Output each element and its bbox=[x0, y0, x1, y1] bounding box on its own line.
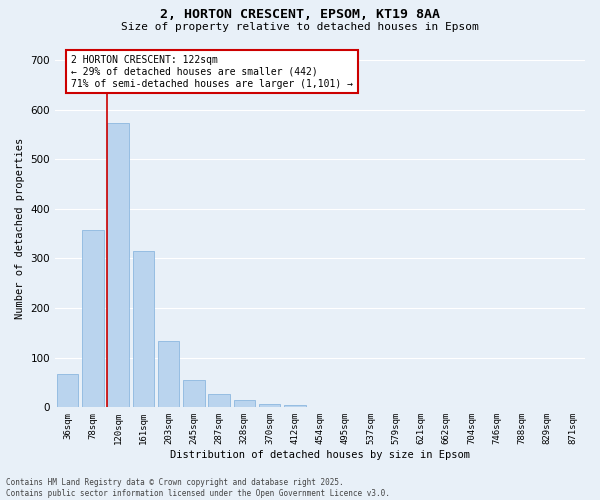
Bar bbox=[259, 404, 280, 407]
Bar bbox=[158, 342, 179, 407]
Text: 2 HORTON CRESCENT: 122sqm
← 29% of detached houses are smaller (442)
71% of semi: 2 HORTON CRESCENT: 122sqm ← 29% of detac… bbox=[71, 56, 353, 88]
Bar bbox=[284, 406, 305, 407]
Text: Size of property relative to detached houses in Epsom: Size of property relative to detached ho… bbox=[121, 22, 479, 32]
Bar bbox=[107, 124, 129, 408]
Text: 2, HORTON CRESCENT, EPSOM, KT19 8AA: 2, HORTON CRESCENT, EPSOM, KT19 8AA bbox=[160, 8, 440, 20]
Bar bbox=[57, 374, 79, 408]
Bar bbox=[183, 380, 205, 407]
Bar bbox=[233, 400, 255, 407]
X-axis label: Distribution of detached houses by size in Epsom: Distribution of detached houses by size … bbox=[170, 450, 470, 460]
Bar bbox=[208, 394, 230, 407]
Bar bbox=[133, 251, 154, 408]
Text: Contains HM Land Registry data © Crown copyright and database right 2025.
Contai: Contains HM Land Registry data © Crown c… bbox=[6, 478, 390, 498]
Y-axis label: Number of detached properties: Number of detached properties bbox=[15, 138, 25, 320]
Bar bbox=[82, 230, 104, 408]
